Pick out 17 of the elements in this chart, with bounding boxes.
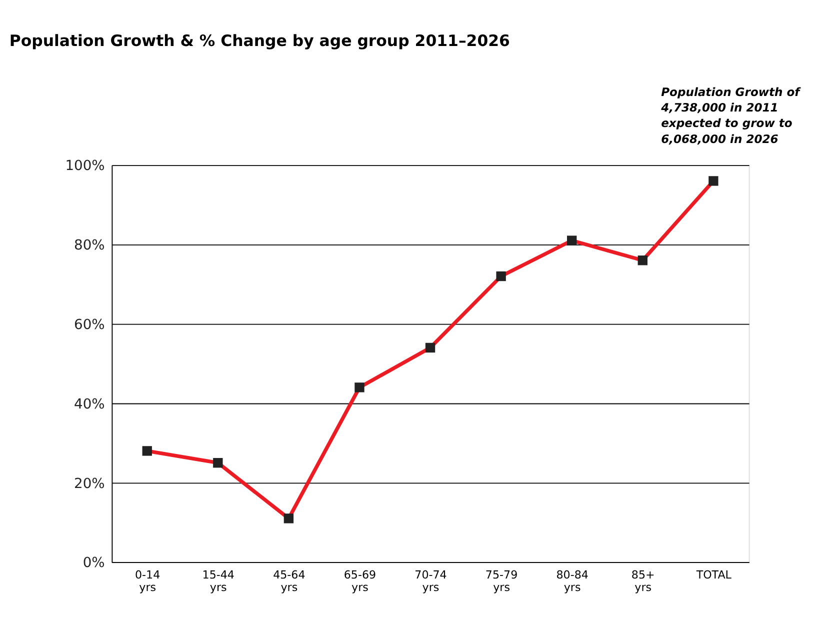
x-tick-label: 0-14 yrs	[135, 568, 160, 594]
y-tick-label: 40%	[74, 396, 105, 412]
y-tick-label: 60%	[74, 316, 105, 333]
y-tick-label: 0%	[82, 555, 105, 572]
x-tick-label: 70-74 yrs	[414, 568, 447, 594]
x-tick-label: 75-79 yrs	[485, 568, 518, 594]
text: Population Growth of 4,738,000 in 2011 expected to grow to 6,068,000 in 2026	[660, 84, 802, 146]
y-tick-label: 100%	[65, 158, 105, 174]
x-tick-label: 80-84 yrs	[556, 568, 588, 594]
y-tick-label: 20%	[74, 476, 105, 492]
y-tick-label: 80%	[74, 238, 105, 254]
chart-title: Population Growth & % Change by age group 2011–2026	[9, 30, 510, 50]
x-tick-label: 65-69 yrs	[344, 568, 376, 594]
x-tick-label: 15-44 yrs	[202, 568, 234, 594]
x-tick-label: TOTAL	[695, 568, 732, 582]
x-tick-label: 85+ yrs	[631, 568, 655, 594]
x-tick-label: 45-64 yrs	[273, 568, 306, 594]
